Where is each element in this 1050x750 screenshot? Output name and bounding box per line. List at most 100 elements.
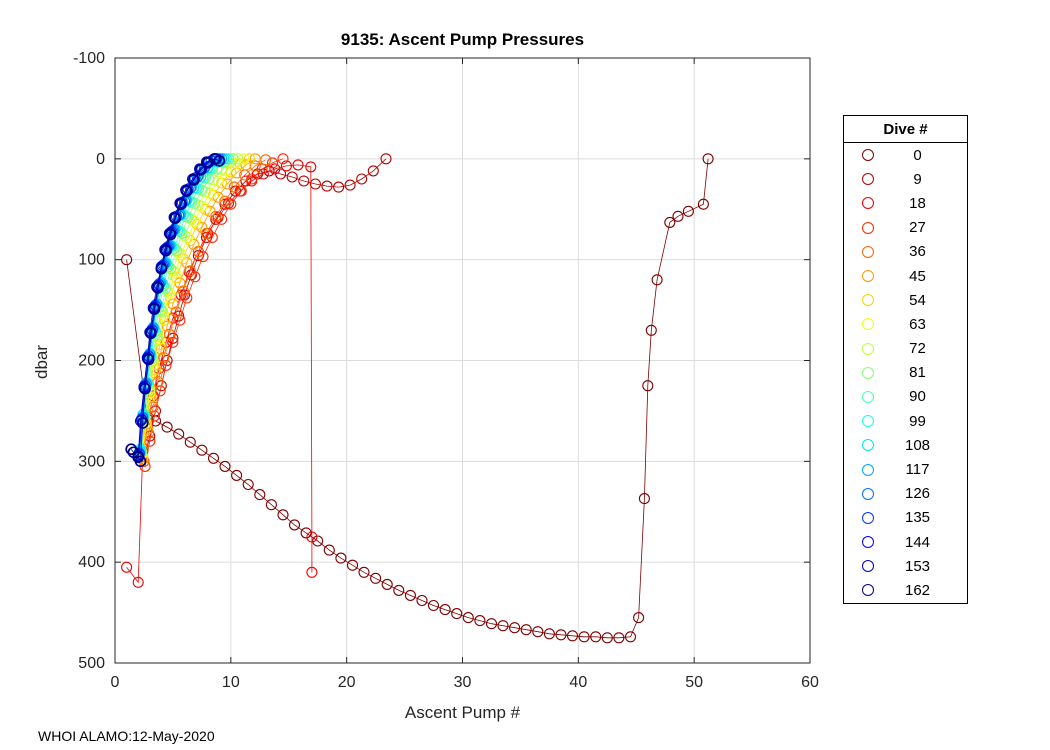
series-marker-0	[254, 489, 266, 501]
series-marker-18	[132, 576, 144, 588]
series-marker-36	[163, 328, 175, 340]
series-marker-0	[532, 626, 544, 638]
series-marker-90	[180, 210, 192, 222]
legend-entry: 36	[844, 240, 967, 264]
legend-marker-icon	[862, 487, 874, 500]
series-marker-18	[306, 566, 318, 578]
legend-marker-icon	[862, 270, 874, 283]
legend-entry: 63	[844, 312, 967, 336]
legend-label: 36	[909, 243, 926, 261]
x-tick-label: 60	[801, 674, 819, 691]
series-marker-9	[298, 175, 310, 187]
legend-marker-icon	[862, 415, 874, 428]
series-marker-0	[672, 210, 684, 222]
y-axis-label: dbar	[32, 344, 51, 380]
legend-label: 90	[909, 388, 926, 406]
footer-annotation: WHOI ALAMO:12-May-2020	[38, 728, 215, 744]
series-marker-162	[139, 382, 151, 395]
series-marker-0	[555, 629, 567, 641]
series-marker-0	[184, 436, 196, 448]
series-marker-0	[416, 594, 428, 607]
series-marker-162	[175, 198, 187, 211]
series-marker-36	[158, 351, 170, 364]
series-marker-0	[427, 599, 440, 612]
series-marker-162	[213, 155, 226, 167]
series-marker-0	[682, 205, 694, 217]
legend-entry: 54	[844, 288, 967, 312]
series-marker-162	[125, 443, 138, 456]
series-marker-45	[155, 343, 167, 355]
y-tick-label: 0	[96, 151, 105, 168]
series-marker-18	[257, 168, 269, 180]
series-marker-0	[651, 274, 663, 286]
legend-marker-icon	[862, 511, 874, 524]
series-marker-18	[280, 160, 292, 172]
legend-entry: 117	[844, 457, 967, 481]
legend-marker-icon	[862, 149, 874, 162]
legend-entry: 162	[844, 578, 967, 602]
series-marker-36	[152, 376, 164, 388]
legend-entry: 9	[844, 167, 967, 191]
x-tick-label: 20	[338, 674, 356, 691]
series-marker-162	[194, 164, 207, 176]
series-marker-162	[142, 353, 155, 366]
legend-label: 45	[909, 267, 926, 285]
series-marker-0	[219, 460, 231, 472]
series-marker-153	[180, 184, 192, 196]
series-line-72	[141, 158, 238, 454]
x-tick-label: 50	[685, 674, 703, 691]
y-tick-label: 300	[78, 453, 105, 470]
legend-label: 18	[909, 194, 926, 212]
series-marker-0	[265, 499, 277, 511]
series-marker-0	[346, 559, 359, 571]
series-marker-9	[321, 180, 333, 192]
legend-marker-icon	[862, 536, 874, 549]
series-marker-36	[228, 181, 240, 193]
legend-label: 135	[904, 509, 931, 527]
series-marker-0	[404, 589, 416, 601]
series-marker-27	[181, 292, 193, 304]
legend-marker-icon	[862, 439, 874, 452]
series-marker-9	[155, 380, 167, 392]
series-marker-0	[288, 519, 301, 531]
series-marker-162	[169, 212, 182, 225]
series-marker-54	[243, 153, 255, 165]
legend-marker-icon	[862, 390, 874, 403]
series-marker-18	[121, 561, 133, 573]
series-marker-9	[344, 179, 356, 191]
series-marker-27	[160, 359, 172, 372]
legend-rows: 0 9 18 27 36 45 54 63 72 81 90 99 108 117 126 135 144 153…	[844, 143, 967, 603]
x-tick-label: 30	[454, 674, 472, 691]
series-marker-162	[180, 185, 193, 197]
legend-entry: 81	[844, 361, 967, 385]
series-marker-27	[277, 153, 289, 165]
series-marker-0	[474, 615, 486, 627]
series-marker-0	[638, 493, 650, 505]
legend-entry: 126	[844, 482, 967, 506]
series-marker-45	[167, 298, 179, 310]
legend-marker-icon	[862, 366, 874, 379]
series-marker-0	[161, 421, 173, 433]
legend-label: 72	[909, 340, 926, 358]
series-marker-27	[216, 213, 228, 225]
series-marker-162	[187, 174, 200, 186]
series-marker-9	[286, 171, 298, 183]
x-tick-label: 10	[222, 674, 240, 691]
series-marker-0	[173, 428, 185, 440]
legend-entry: 45	[844, 264, 967, 288]
legend: Dive # 0 9 18 27 36 45 54 63 72 81 90 99 108 117 126 13…	[843, 115, 968, 604]
legend-entry: 90	[844, 385, 967, 409]
legend-label: 81	[909, 364, 926, 382]
series-marker-0	[664, 216, 676, 228]
legend-label: 117	[905, 461, 930, 479]
series-marker-0	[439, 604, 451, 616]
series-marker-36	[219, 195, 231, 207]
legend-entry: 0	[844, 143, 967, 167]
legend-marker-icon	[862, 342, 874, 355]
series-marker-0	[451, 608, 463, 620]
series-marker-9	[380, 153, 392, 165]
series-marker-9	[356, 173, 368, 185]
series-marker-18	[269, 163, 281, 175]
y-tick-label: 400	[78, 554, 105, 571]
